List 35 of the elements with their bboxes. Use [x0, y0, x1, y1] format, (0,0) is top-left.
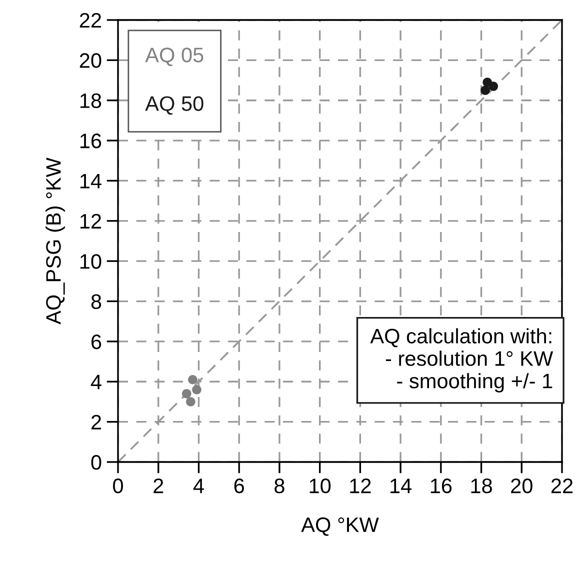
y-tick-label: 2: [91, 414, 101, 430]
x-tick-label: 14: [390, 478, 412, 494]
y-tick-label: 20: [80, 53, 102, 68]
y-tick-label: 22: [80, 13, 101, 28]
y-tick-label: 6: [92, 334, 102, 350]
x-tick-label: 20: [511, 478, 532, 494]
x-tick-label: 2: [154, 478, 164, 494]
y-tick-label: 0: [91, 455, 102, 470]
text: AQ 50: [145, 96, 204, 115]
x-axis-title: AQ °KW: [301, 517, 379, 536]
x-tick-label: 0: [113, 478, 123, 494]
text: AQ 05: [145, 48, 204, 66]
y-tick-label: 16: [80, 134, 102, 148]
y-tick-label: 14: [80, 174, 102, 188]
y-tick-label: 18: [80, 93, 102, 108]
y-tick-label: 12: [80, 214, 101, 228]
y-axis-title: AQ_PSG (B) °KW: [46, 158, 65, 324]
y-tick-label: 8: [91, 294, 102, 310]
point: [188, 374, 198, 384]
point: [182, 389, 192, 398]
x-tick-label: 10: [310, 478, 331, 494]
point: [480, 86, 490, 95]
y-tick-label: 10: [80, 254, 102, 269]
point: [482, 78, 492, 87]
x-tick-label: 8: [274, 478, 284, 494]
x-tick-label: 4: [193, 478, 204, 494]
annotation: AQ calculation with: - resolution 1° KW - smoothing +/- 1: [370, 328, 554, 392]
point: [186, 397, 196, 406]
point: [192, 385, 202, 394]
x-tick-label: 12: [350, 478, 371, 494]
x-tick-label: 16: [430, 478, 452, 494]
x-tick-label: 6: [234, 478, 244, 494]
x-tick-label: 18: [471, 478, 492, 494]
x-tick-label: 22: [551, 478, 573, 494]
y-tick-label: 4: [90, 374, 102, 390]
